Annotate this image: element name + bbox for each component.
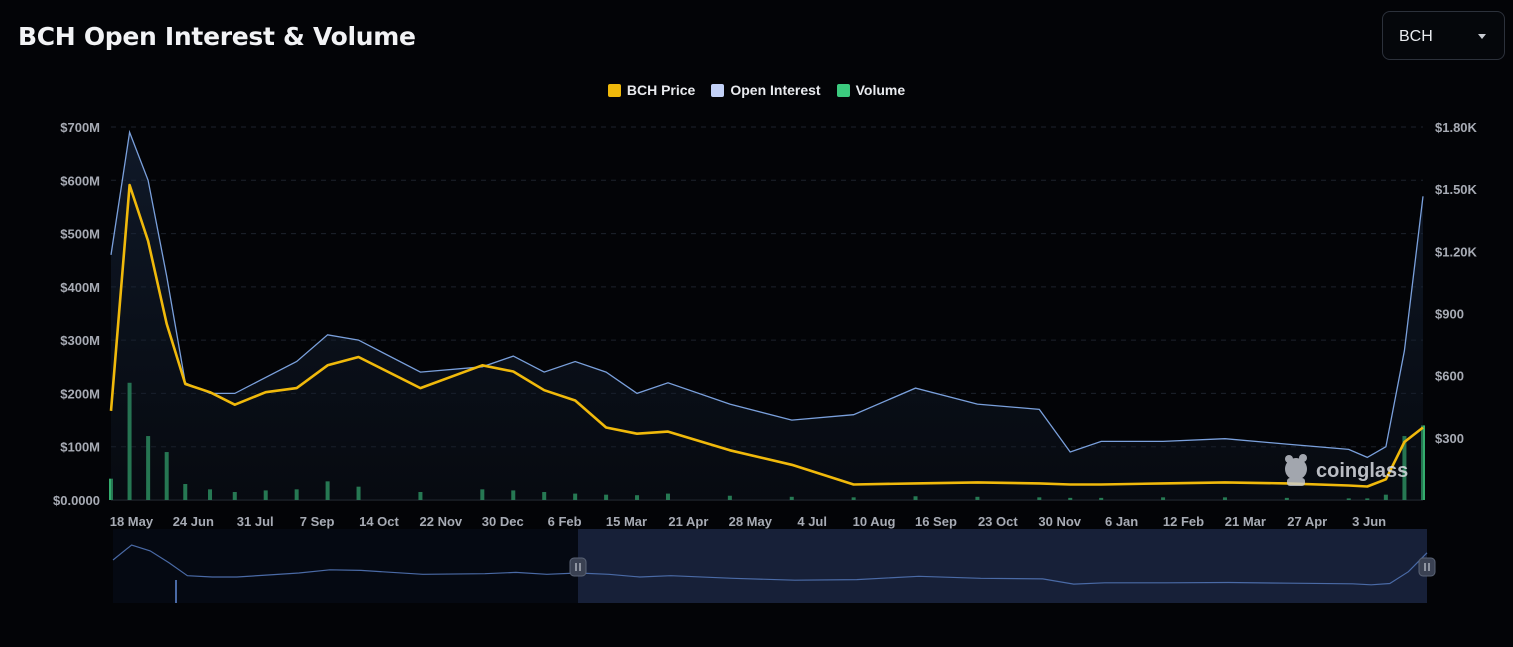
y-left-tick-label: $300M — [60, 333, 100, 348]
x-tick-label: 14 Oct — [359, 514, 399, 529]
legend-swatch-volume — [836, 83, 850, 97]
navigator-left-handle[interactable] — [569, 557, 587, 577]
legend-label-volume: Volume — [855, 82, 906, 98]
x-tick-label: 18 May — [110, 514, 154, 529]
legend-label-open-interest: Open Interest — [730, 82, 821, 98]
watermark-text: coinglass — [1316, 460, 1408, 482]
y-left-tick-label: $400M — [60, 280, 100, 295]
y-right-tick-label: $1.20K — [1435, 244, 1478, 259]
page-title: BCH Open Interest & Volume — [18, 22, 416, 51]
x-tick-label: 16 Sep — [915, 514, 957, 529]
y-left-tick-label: $700M — [60, 120, 100, 135]
y-left-tick-label: $200M — [60, 386, 100, 401]
x-tick-label: 30 Nov — [1038, 514, 1081, 529]
x-tick-label: 7 Sep — [300, 514, 335, 529]
y-right-tick-label: $300 — [1435, 431, 1464, 446]
legend-swatch-price — [607, 83, 621, 97]
chart-legend: BCH Price Open Interest Volume — [0, 82, 1513, 98]
y-left-tick-label: $500M — [60, 227, 100, 242]
x-tick-label: 30 Dec — [482, 514, 524, 529]
x-tick-label: 3 Jun — [1352, 514, 1386, 529]
legend-item-open-interest[interactable]: Open Interest — [711, 82, 821, 98]
x-tick-label: 12 Feb — [1163, 514, 1204, 529]
x-tick-label: 28 May — [729, 514, 773, 529]
x-tick-label: 4 Jul — [797, 514, 827, 529]
x-tick-label: 6 Jan — [1105, 514, 1138, 529]
y-right-tick-label: $600 — [1435, 369, 1464, 384]
y-right-tick-label: $1.50K — [1435, 182, 1478, 197]
legend-item-price[interactable]: BCH Price — [607, 82, 696, 98]
y-right-tick-label: $900 — [1435, 307, 1464, 322]
coin-selector-value: BCH — [1399, 28, 1433, 45]
legend-label-price: BCH Price — [626, 82, 696, 98]
x-tick-label: 24 Jun — [173, 514, 214, 529]
x-tick-label: 23 Oct — [978, 514, 1018, 529]
y-axis-right: $300 $600 $900 $1.20K $1.50K $1.80K — [1435, 120, 1478, 446]
x-tick-label: 15 Mar — [606, 514, 647, 529]
coinglass-logo-icon — [1285, 454, 1307, 486]
price-line — [109, 183, 1424, 488]
open-interest-line — [110, 129, 1424, 459]
y-left-tick-label: $0.0000 — [53, 493, 100, 508]
open-interest-area — [111, 132, 1423, 501]
x-tick-label: 21 Apr — [668, 514, 708, 529]
navigator-right-handle[interactable] — [1418, 557, 1436, 577]
x-tick-label: 27 Apr — [1287, 514, 1327, 529]
legend-item-volume[interactable]: Volume — [836, 82, 906, 98]
y-right-tick-label: $1.80K — [1435, 120, 1478, 135]
x-tick-label: 6 Feb — [548, 514, 582, 529]
watermark: coinglass — [1285, 454, 1408, 486]
y-left-tick-label: $600M — [60, 173, 100, 188]
coin-selector[interactable]: BCH — [1382, 11, 1505, 60]
x-tick-label: 10 Aug — [853, 514, 896, 529]
navigator-line — [112, 544, 1428, 586]
navigator-selection[interactable] — [578, 529, 1427, 603]
legend-swatch-open-interest — [711, 83, 725, 97]
x-tick-label: 31 Jul — [237, 514, 274, 529]
x-axis: 18 May 24 Jun 31 Jul 7 Sep 14 Oct 22 Nov 30 De… — [110, 514, 1386, 529]
y-axis-left: $0.0000 $100M $200M $300M $400M $500M $600M $70… — [53, 120, 100, 508]
y-left-tick-label: $100M — [60, 440, 100, 455]
range-navigator[interactable] — [112, 529, 1436, 603]
x-tick-label: 22 Nov — [420, 514, 463, 529]
chevron-down-icon — [1478, 34, 1486, 39]
x-tick-label: 21 Mar — [1225, 514, 1266, 529]
